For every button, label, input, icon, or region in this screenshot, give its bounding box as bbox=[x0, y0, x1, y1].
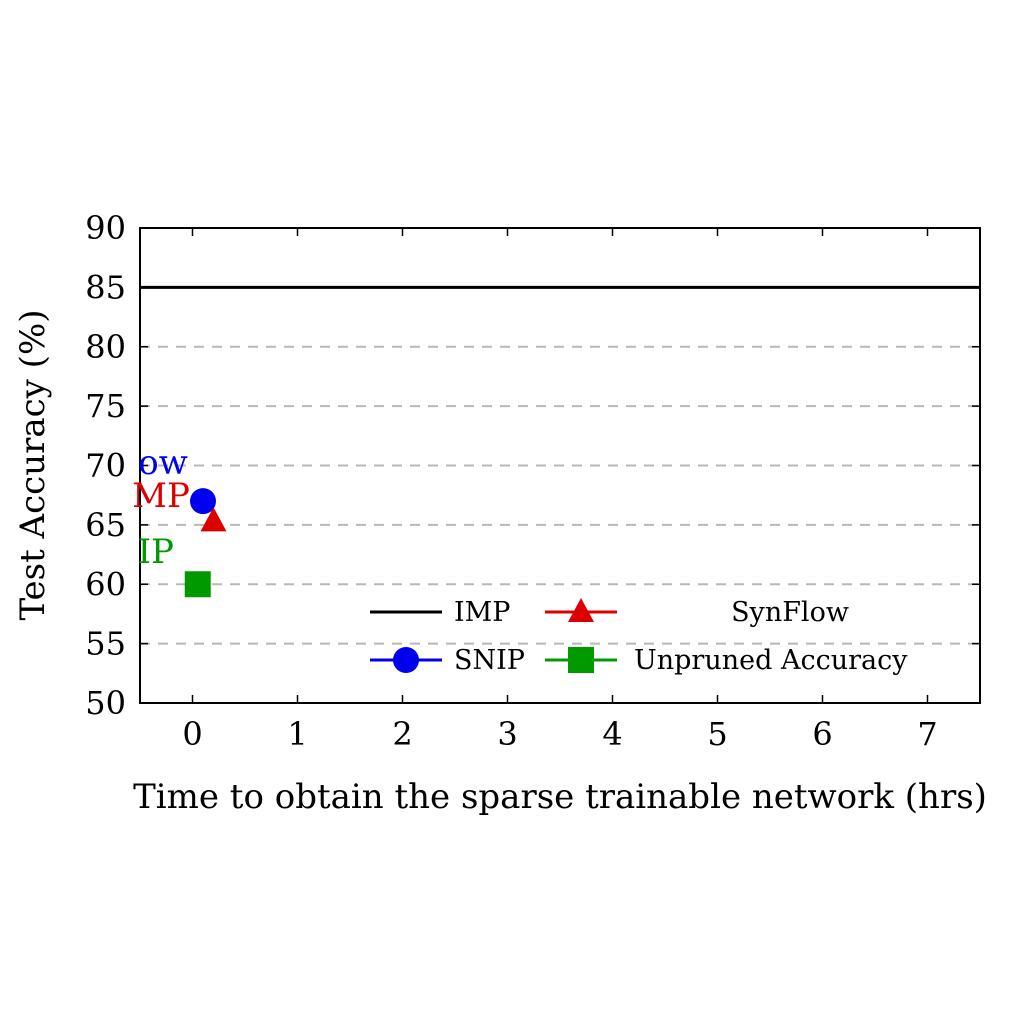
x-tick-label: 4 bbox=[602, 715, 622, 753]
legend-synflow-marker bbox=[568, 598, 594, 622]
legend-snip-label: SNIP bbox=[454, 645, 525, 676]
x-tick-label: 2 bbox=[392, 715, 412, 753]
y-tick-label: 90 bbox=[85, 209, 126, 247]
plot-series bbox=[140, 285, 980, 598]
legend-unpruned-accuracy-marker bbox=[568, 647, 594, 673]
legend-imp-label: IMP bbox=[454, 597, 510, 628]
y-tick-label: 75 bbox=[85, 387, 126, 425]
y-tick-label: 80 bbox=[85, 328, 126, 366]
y-tick-label: 55 bbox=[85, 625, 126, 663]
x-axis-title: Time to obtain the sparse trainable netw… bbox=[133, 777, 987, 817]
annotation-label: MP bbox=[132, 476, 190, 516]
synflow-point bbox=[200, 507, 227, 532]
y-tick-label: 50 bbox=[85, 684, 126, 722]
x-tick-label: 6 bbox=[812, 715, 832, 753]
x-tick-label: 5 bbox=[707, 715, 727, 753]
x-tick-label: 1 bbox=[287, 715, 307, 753]
grid bbox=[140, 286, 980, 645]
y-tick-label: 70 bbox=[85, 447, 126, 485]
axis-ticks: 50 55 60 65 70 75 80 85 90 0 1 2 3 4 5 6 7 bbox=[85, 209, 980, 753]
y-tick-label: 85 bbox=[85, 268, 126, 306]
y-axis-title: Test Accuracy (%) bbox=[13, 309, 53, 620]
snip-point bbox=[190, 488, 216, 515]
legend-unpruned-accuracy-label: Unpruned Accuracy bbox=[634, 645, 908, 676]
legend-snip-marker bbox=[393, 647, 419, 673]
annotation-label: ow bbox=[138, 443, 188, 483]
y-tick-label: 65 bbox=[85, 506, 126, 544]
x-tick-label: 3 bbox=[497, 715, 517, 753]
y-tick-label: 60 bbox=[85, 565, 126, 603]
legend-synflow-label: SynFlow bbox=[731, 597, 849, 628]
x-tick-label: 0 bbox=[182, 715, 202, 753]
unpruned-accuracy-point bbox=[184, 571, 211, 598]
legend: IMP SynFlow SNIP Unpruned Accuracy bbox=[370, 597, 908, 676]
x-tick-label: 7 bbox=[917, 715, 937, 753]
annotation-label: IP bbox=[138, 532, 174, 572]
